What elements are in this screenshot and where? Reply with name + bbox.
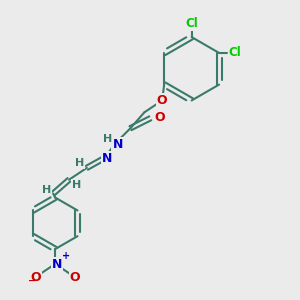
Text: −: −	[28, 276, 37, 286]
Text: N: N	[101, 152, 112, 165]
Text: Cl: Cl	[185, 17, 198, 30]
Text: O: O	[30, 271, 41, 284]
Text: H: H	[72, 180, 82, 190]
Text: O: O	[157, 94, 167, 107]
Text: H: H	[103, 134, 112, 144]
Text: N: N	[52, 258, 62, 272]
Text: H: H	[75, 158, 85, 168]
Text: O: O	[154, 111, 164, 124]
Text: Cl: Cl	[229, 46, 241, 59]
Text: O: O	[70, 271, 80, 284]
Text: N: N	[112, 138, 123, 151]
Text: +: +	[62, 251, 70, 261]
Text: H: H	[42, 184, 51, 195]
